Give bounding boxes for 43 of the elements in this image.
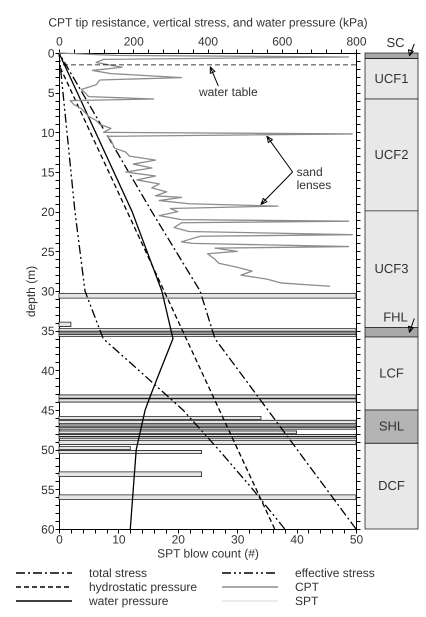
x-axis-title: SPT blow count (#) <box>157 546 259 560</box>
y-tick-label: 10 <box>41 126 55 140</box>
legend-label: total stress <box>89 566 148 580</box>
x2-tick-label: 800 <box>346 34 367 48</box>
y-tick-label: 20 <box>41 205 55 220</box>
y-tick-label: 50 <box>41 443 55 458</box>
legend-label: water pressure <box>88 594 169 608</box>
legend-label: hydrostatic pressure <box>89 580 198 594</box>
series-label: LCF <box>379 366 404 381</box>
series-label: UCF2 <box>374 146 408 162</box>
x2-tick-label: 0 <box>56 34 64 48</box>
y-tick-label: 15 <box>41 166 55 180</box>
x-tick-label: 40 <box>290 532 304 546</box>
y-tick-label: 45 <box>41 404 55 418</box>
series-label: SHL <box>378 418 404 434</box>
x2-axis-title: CPT tip resistance, vertical stress, and water pressure (kPa) <box>48 16 368 30</box>
x-tick-label: 10 <box>112 532 126 546</box>
x2-tick-label: 400 <box>198 34 218 48</box>
legend-label: SPT <box>295 594 320 608</box>
series-label: SC <box>386 35 405 50</box>
y-tick-label: 40 <box>41 364 55 378</box>
x-tick-label: 0 <box>56 532 64 546</box>
ref-line-label: water table <box>198 84 258 99</box>
x2-tick-label: 600 <box>272 34 293 48</box>
y-tick-label: 5 <box>48 86 55 100</box>
x-tick-label: 20 <box>172 532 186 546</box>
y-tick-label: 25 <box>41 244 55 259</box>
annotation: sand lenses <box>296 165 332 192</box>
y-tick-label: 55 <box>41 482 55 497</box>
y-tick-label: 0 <box>48 46 55 60</box>
series-label: UCF3 <box>374 261 408 276</box>
x-tick-label: 30 <box>231 532 245 546</box>
x2-tick-label: 200 <box>124 34 144 48</box>
legend-label: CPT <box>295 580 320 594</box>
x-tick-label: 50 <box>350 532 364 546</box>
y-tick-label: 60 <box>41 522 55 536</box>
series-label: DCF <box>378 478 405 494</box>
y-tick-label: 30 <box>41 284 55 298</box>
series-label: FHL <box>383 309 408 324</box>
series-label: UCF1 <box>374 70 408 86</box>
y-tick-label: 35 <box>41 324 55 338</box>
y-axis-title: depth (m) <box>24 266 38 318</box>
legend-label: effective stress <box>295 566 375 580</box>
